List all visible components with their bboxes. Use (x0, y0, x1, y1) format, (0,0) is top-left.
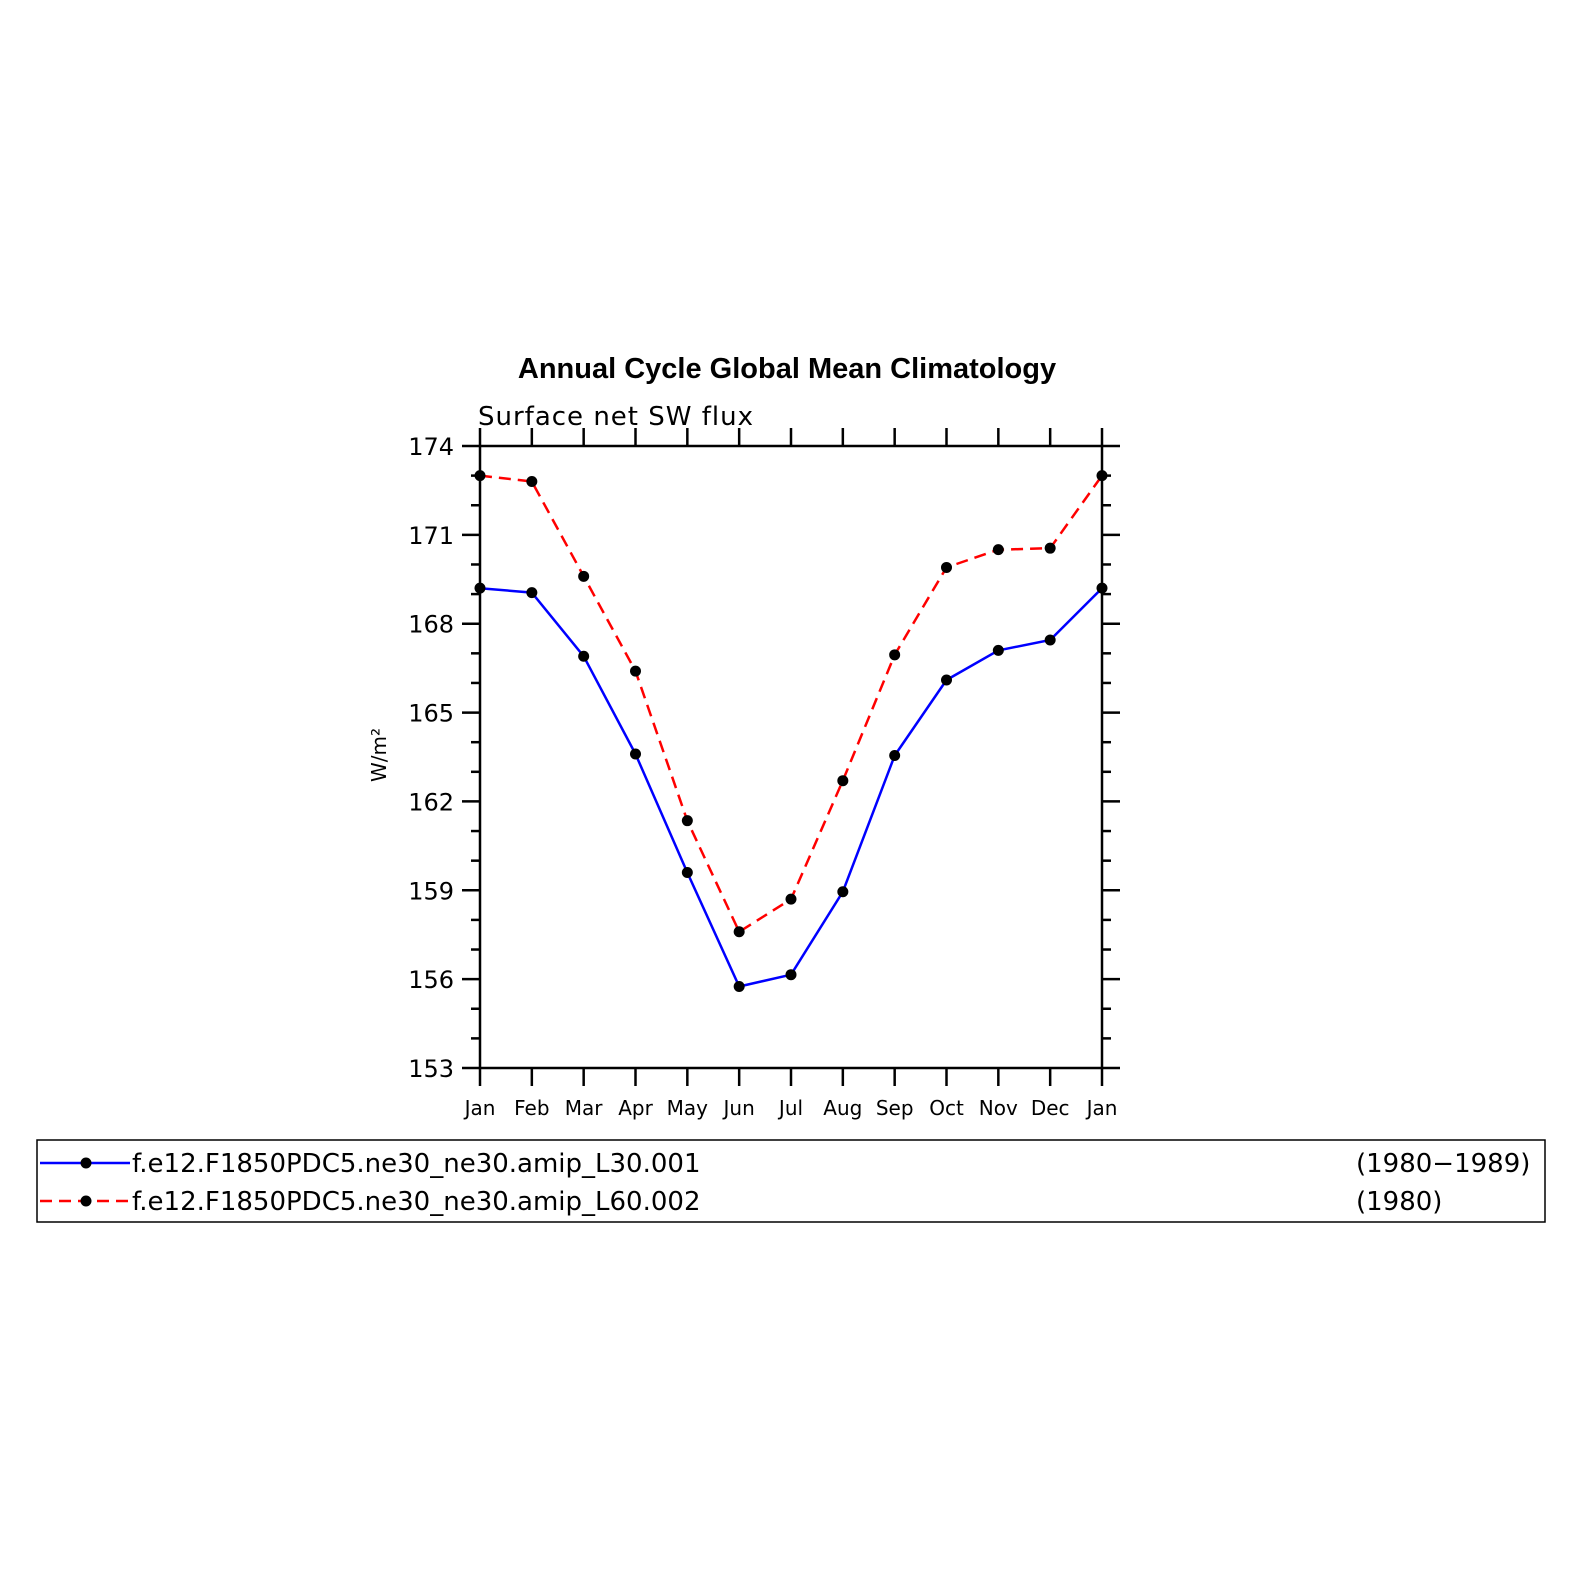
legend-box (36, 1139, 1546, 1223)
series-1-point (1096, 582, 1108, 594)
y-tick-label: 159 (408, 877, 454, 905)
series-2-point (733, 926, 745, 938)
y-axis-label: W/m² (367, 728, 391, 782)
y-tick-label: 168 (408, 611, 454, 639)
x-tick-label: Nov (979, 1096, 1018, 1120)
series-1-point (630, 748, 641, 760)
series-2-point (837, 775, 849, 787)
legend-period-1: (1980−1989) (1356, 1149, 1530, 1179)
legend: f.e12.F1850PDC5.ne30_ne30.amip_L30.001 (1… (36, 1139, 1546, 1223)
series-1-point (733, 981, 745, 993)
x-tick-label: Feb (514, 1096, 549, 1120)
x-tick-label: Jul (777, 1096, 803, 1120)
series-2-point (474, 470, 486, 482)
series-line-1 (479, 586, 1103, 988)
series-2-point (785, 893, 797, 905)
x-tick-label: Dec (1031, 1096, 1070, 1120)
series-markers (474, 470, 1108, 993)
x-axis-ticks: Jan Feb Mar Apr May Jun Jul Aug Sep Oct Nov Dec Jan (463, 428, 1118, 1120)
legend-marker-2 (80, 1195, 92, 1207)
legend-period-2: (1980) (1356, 1187, 1442, 1217)
legend-marker-1 (80, 1157, 92, 1169)
series-1-point (526, 587, 538, 599)
x-tick-label: Sep (876, 1096, 914, 1120)
y-tick-label: 171 (408, 522, 454, 550)
chart-subtitle: Surface net SW flux (478, 402, 754, 432)
x-tick-label: Jan (1085, 1096, 1118, 1120)
x-tick-label: Apr (618, 1096, 653, 1120)
y-tick-label: 153 (408, 1055, 454, 1083)
series-2-point (578, 570, 590, 582)
legend-entries: f.e12.F1850PDC5.ne30_ne30.amip_L30.001 (1… (40, 1149, 1530, 1217)
chart-title: Annual Cycle Global Mean Climatology (518, 353, 1056, 385)
series-1-point (889, 750, 901, 762)
series-1-point (992, 644, 1004, 656)
y-tick-label: 156 (408, 966, 454, 994)
x-tick-label: Aug (823, 1096, 862, 1120)
series-1-point (1044, 634, 1056, 646)
series-2-point (681, 815, 693, 827)
x-tick-label: Oct (929, 1096, 964, 1120)
series-2-point (630, 665, 641, 677)
series-lines (479, 474, 1104, 988)
x-tick-label: Jun (722, 1096, 755, 1120)
x-tick-label: Jan (463, 1096, 496, 1120)
x-tick-label: May (667, 1096, 709, 1120)
series-2-point (889, 649, 901, 661)
series-line-2 (479, 474, 1104, 934)
series-1-point (785, 969, 797, 981)
y-tick-label: 162 (408, 788, 454, 816)
series-1-point (681, 867, 693, 879)
series-1-point (837, 886, 849, 898)
series-2-point (941, 561, 952, 573)
series-1-point (474, 582, 486, 594)
y-axis-ticks: 153 156 159 162 165 168 171 174 (408, 433, 1120, 1083)
legend-label-2: f.e12.F1850PDC5.ne30_ne30.amip_L60.002 (132, 1187, 700, 1217)
series-1-point (578, 650, 590, 662)
series-2-point (1096, 470, 1108, 482)
series-2-point (992, 544, 1004, 556)
legend-label-1: f.e12.F1850PDC5.ne30_ne30.amip_L30.001 (132, 1149, 700, 1179)
series-2-point (1044, 542, 1056, 554)
x-tick-label: Mar (565, 1096, 604, 1120)
y-tick-label: 165 (408, 700, 454, 728)
y-tick-label: 174 (408, 433, 454, 461)
series-1-point (941, 674, 952, 686)
series-2-point (526, 476, 538, 488)
